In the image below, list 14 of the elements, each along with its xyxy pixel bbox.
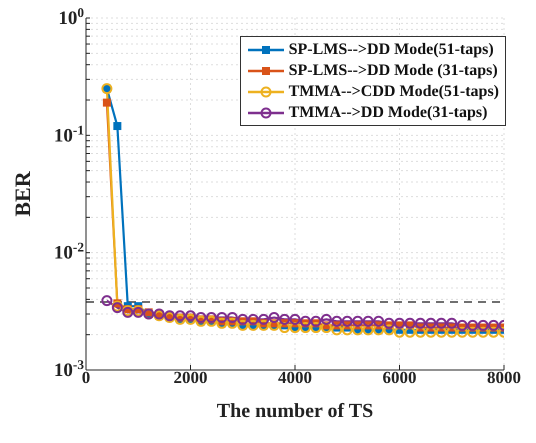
y-tick-label: 10$^{-1}$ xyxy=(54,122,84,146)
y-tick-label: 10$^{-2}$ xyxy=(54,239,84,264)
y-tick-label: 10$^{0}$ xyxy=(58,4,84,29)
legend-label: TMMA-->DD Mode(31-taps) xyxy=(288,103,488,123)
x-axis-title: The number of TS xyxy=(216,400,374,422)
legend-label: SP-LMS-->DD Mode(51-taps) xyxy=(288,40,494,60)
y-axis-title: BER xyxy=(10,170,35,217)
x-tick-label: 6000 xyxy=(382,368,416,387)
x-tick-label: 4000 xyxy=(278,368,312,387)
legend-label: TMMA-->CDD Mode(51-taps) xyxy=(288,82,499,102)
x-tick-label: 2000 xyxy=(174,368,208,387)
x-tick-label: 0 xyxy=(82,368,90,387)
x-tick-label: 8000 xyxy=(487,368,521,387)
legend-label: SP-LMS-->DD Mode (31-taps) xyxy=(288,61,498,81)
